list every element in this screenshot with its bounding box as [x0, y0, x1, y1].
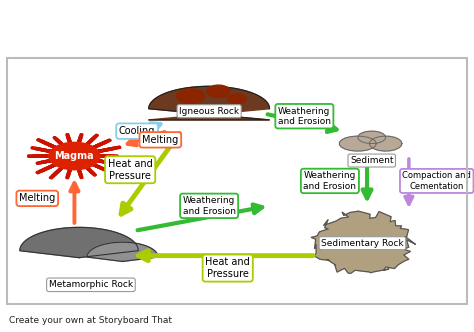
Text: Compaction and
Cementation: Compaction and Cementation [402, 171, 471, 191]
Polygon shape [149, 86, 270, 120]
Polygon shape [339, 136, 376, 151]
Text: Melting: Melting [142, 135, 179, 145]
Polygon shape [370, 136, 402, 151]
Text: Melting: Melting [19, 193, 55, 204]
Polygon shape [207, 85, 230, 98]
Text: Metamorphic Rock: Metamorphic Rock [49, 280, 133, 289]
Polygon shape [177, 89, 204, 104]
Text: Sediment: Sediment [350, 156, 393, 165]
Text: Magma: Magma [55, 151, 94, 161]
Polygon shape [311, 211, 415, 273]
Text: Igneous Rock: Igneous Rock [179, 107, 239, 116]
Text: Weathering
and Erosion: Weathering and Erosion [182, 196, 236, 215]
Polygon shape [228, 94, 246, 104]
Text: Weathering
and Erosion: Weathering and Erosion [303, 171, 356, 191]
Polygon shape [20, 227, 138, 258]
Polygon shape [49, 142, 100, 170]
Text: The Rock Cycle: The Rock Cycle [120, 13, 354, 41]
Text: Weathering
and Erosion: Weathering and Erosion [278, 107, 331, 126]
Text: Heat and
Pressure: Heat and Pressure [205, 257, 250, 279]
Polygon shape [87, 242, 158, 262]
Text: Create your own at Storyboard That: Create your own at Storyboard That [9, 316, 173, 325]
Text: Cooling: Cooling [119, 126, 155, 136]
Text: Sedimentary Rock: Sedimentary Rock [321, 239, 404, 248]
Polygon shape [358, 131, 386, 143]
Text: Heat and
Pressure: Heat and Pressure [108, 159, 153, 181]
